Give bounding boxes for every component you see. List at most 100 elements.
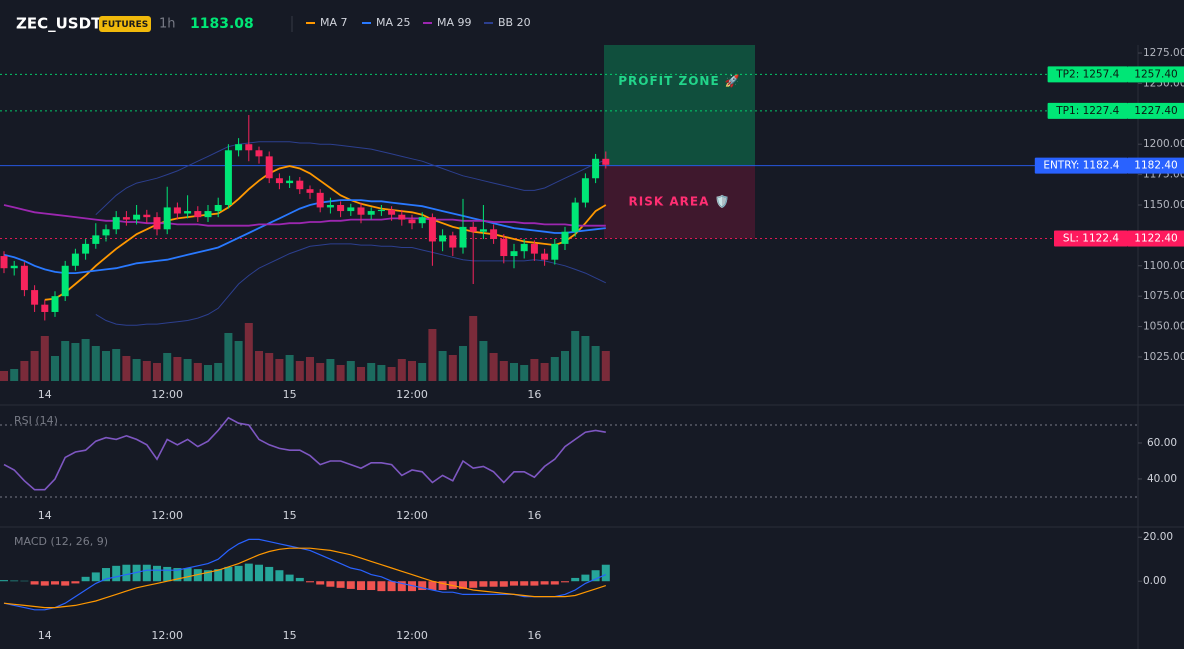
macd-histogram [71,581,80,584]
macd-histogram [102,568,110,582]
y-tick-label: 20.00 [1143,531,1173,543]
legend-label: MA 7 [320,16,348,29]
candle-body [541,253,549,260]
macd-histogram [30,581,39,585]
macd-histogram [173,568,182,582]
volume-bar [428,329,437,381]
macd-histogram [459,581,467,589]
macd-histogram [51,581,59,585]
candle-body [194,211,202,218]
volume-bar [183,359,192,381]
volume-bar [265,353,274,381]
volume-bar [530,359,539,381]
x-tick-label: 15 [283,629,297,642]
macd-histogram [326,581,335,587]
macd-histogram [91,572,100,582]
volume-bar [51,356,59,381]
moving-average [3,204,606,227]
candle-body [224,150,232,205]
candle-body [204,211,212,218]
candle-body [255,150,263,157]
candle-body [479,229,487,232]
volume-bar [418,363,427,381]
legend-label: MA 25 [376,16,411,29]
legend-label: BB 20 [498,16,531,29]
macd-histogram [571,577,580,582]
volume-bar [214,363,223,381]
macd-histogram [540,581,549,585]
candle-body [82,243,90,254]
x-tick-label: 14 [38,629,52,642]
macd-histogram [81,576,90,582]
y-tick-label: 60.00 [1147,437,1177,449]
volume-bar [601,351,610,381]
badge: FUTURES [102,20,148,30]
candle-body [245,144,253,151]
macd-histogram [10,580,19,582]
axis-tag-bg [1128,102,1184,119]
macd-histogram [204,570,212,582]
macd-histogram [387,581,396,592]
macd-histogram [265,566,274,582]
macd-histogram [112,565,121,582]
volume-bar [571,331,580,381]
interval: 1h [159,17,176,32]
candle-body [296,180,304,190]
volume-bar [255,351,263,381]
macd-histogram [510,581,518,586]
x-tick-label: 12:00 [396,388,428,401]
volume-bar [367,363,376,381]
volume-bar [520,365,529,381]
volume-bar [112,349,121,381]
volume-bar [142,361,151,381]
level-tag: TP2: 1257.4 [1055,68,1119,80]
x-tick-label: 16 [527,629,541,642]
candle-body [265,156,273,179]
candle-body [388,209,396,215]
macd-histogram [550,581,559,585]
macd-histogram [367,581,376,591]
candle-body [214,204,222,212]
x-tick-label: 15 [283,509,297,522]
moving-average [44,165,607,301]
y-tick-label: 1100.00 [1143,260,1184,272]
candle-body [184,211,192,214]
macd-histogram [224,566,233,582]
volume-bar [285,355,294,381]
candle-body [10,265,18,269]
volume-bar [132,359,141,381]
candle-body [510,251,518,257]
macd-histogram [214,569,223,582]
candle-body [520,243,528,252]
candle-body [275,178,283,184]
macd-histogram [275,570,284,582]
y-tick-label: 1200.00 [1143,138,1184,150]
volume-bar [336,365,345,381]
y-tick-label: 1025.00 [1143,351,1184,363]
macd-histogram [336,581,345,588]
x-tick-label: 12:00 [396,629,428,642]
rsi-label: RSI (14) [14,414,58,427]
x-tick-label: 16 [527,509,541,522]
candle-body [592,158,600,179]
volume-bar [40,336,49,381]
candle-body [377,209,385,212]
candle-body [286,180,294,184]
volume-bar [163,353,172,381]
candle-body [112,217,120,230]
volume-bar [591,346,600,381]
volume-bar [459,346,467,381]
volume-bar [387,367,396,381]
volume-bar [479,341,488,381]
x-tick-label: 16 [527,388,541,401]
volume-bar [316,363,325,381]
y-tick-label: 1075.00 [1143,290,1184,302]
candle-body [602,158,610,165]
axis-tag-bg [1128,230,1184,247]
macd-histogram [397,581,406,592]
volume-bar [244,323,253,381]
axis-tag: 1122.40 [1134,233,1177,245]
candle-body [316,192,324,208]
volume-bar [10,369,19,381]
